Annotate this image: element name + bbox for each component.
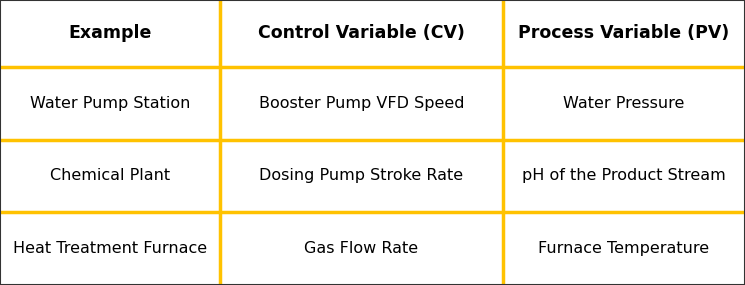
Text: Chemical Plant: Chemical Plant: [50, 168, 170, 184]
Text: Control Variable (CV): Control Variable (CV): [258, 25, 465, 42]
Text: Heat Treatment Furnace: Heat Treatment Furnace: [13, 241, 207, 256]
Text: Example: Example: [69, 25, 151, 42]
Text: Dosing Pump Stroke Rate: Dosing Pump Stroke Rate: [259, 168, 463, 184]
Text: Booster Pump VFD Speed: Booster Pump VFD Speed: [259, 96, 464, 111]
Text: Process Variable (PV): Process Variable (PV): [519, 25, 729, 42]
Text: Water Pressure: Water Pressure: [563, 96, 685, 111]
Text: pH of the Product Stream: pH of the Product Stream: [522, 168, 726, 184]
Text: Gas Flow Rate: Gas Flow Rate: [304, 241, 419, 256]
Text: Water Pump Station: Water Pump Station: [30, 96, 190, 111]
Text: Furnace Temperature: Furnace Temperature: [539, 241, 709, 256]
